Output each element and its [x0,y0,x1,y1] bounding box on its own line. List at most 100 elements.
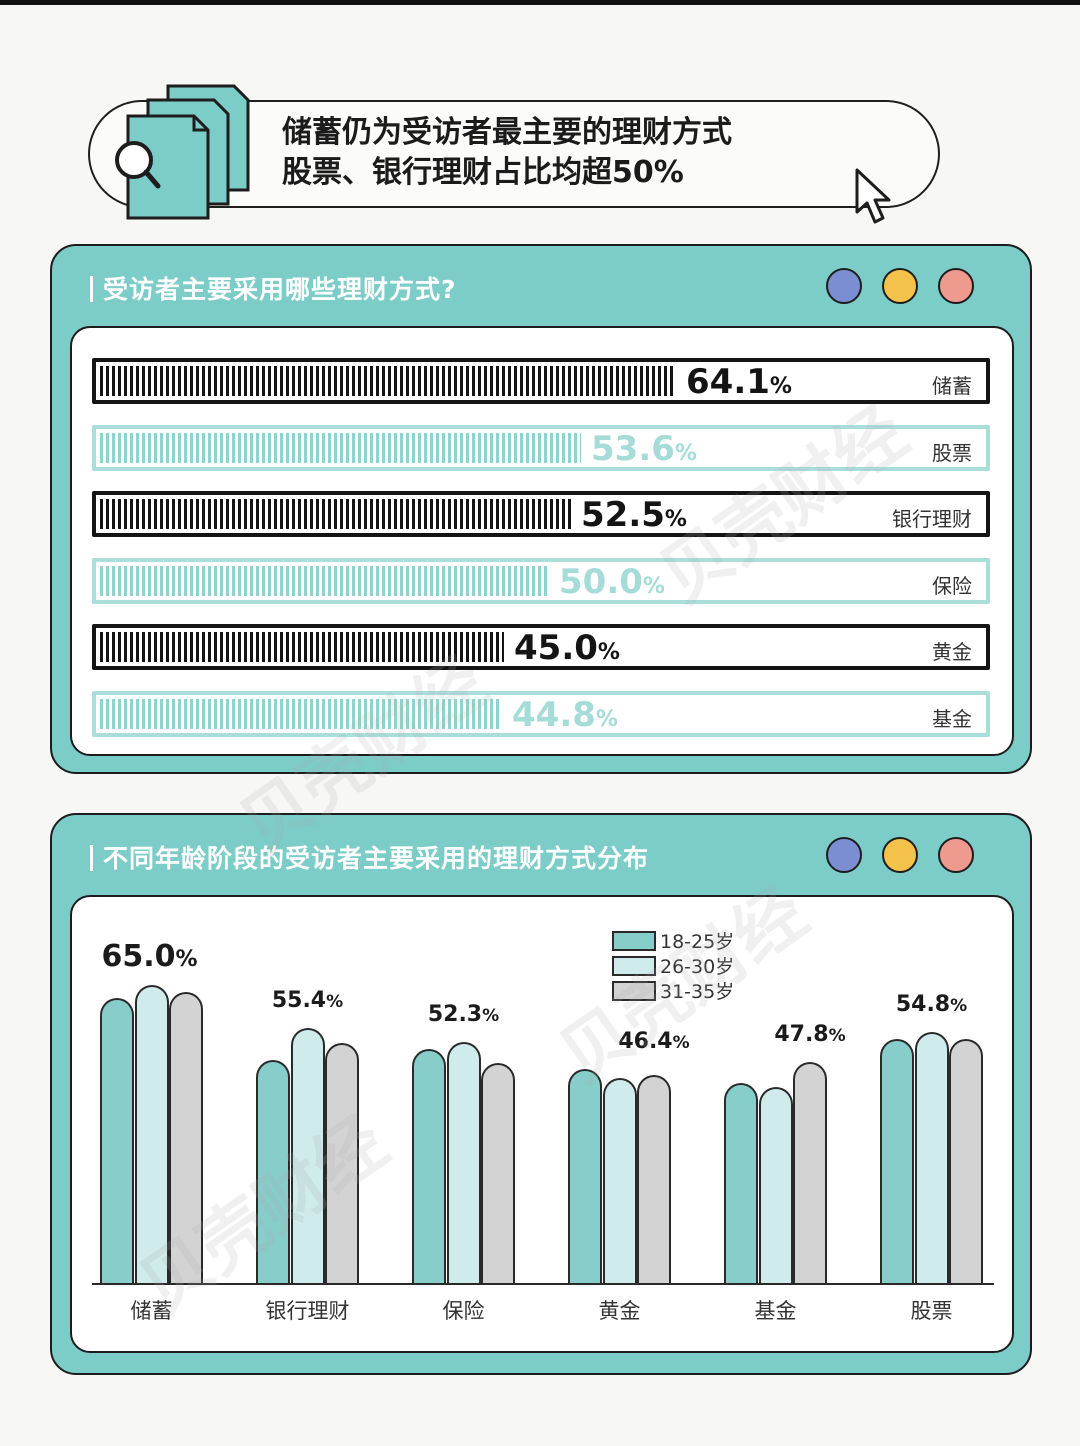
horizontal-bar-chart: 64.1% 储蓄 53.6% 股票 52.5% 银行理财 50.0% 保险 45.0% 黄金 44.… [70,326,1014,756]
column-bar [793,1062,827,1283]
column-value-number: 54.8 [895,992,951,1017]
column-value-unit: % [672,1033,690,1053]
bar-row: 53.6% 股票 [92,424,990,471]
bar-category-label: 银行理财 [892,507,972,531]
column-value-label: 52.3% [428,1002,499,1027]
column-value-unit: % [482,1006,500,1026]
bar-value-unit: % [674,440,697,466]
column-bar [637,1075,671,1283]
column-bar [412,1049,446,1283]
panel-title-text: 不同年龄阶段的受访者主要采用的理财方式分布 [103,844,650,873]
column-value-label: 46.4% [618,1029,689,1054]
window-dot-red [938,837,974,873]
document-search-icon [115,84,250,220]
bar-value-unit: % [664,507,687,532]
column-value-unit: % [828,1026,846,1046]
legend-label: 26-30岁 [660,956,735,978]
mouse-cursor-icon [855,168,891,224]
column-bar [325,1043,359,1283]
bar-value-label: 64.1% [686,364,792,405]
bar-row: 64.1% 储蓄 [92,358,990,404]
column-value-unit: % [175,947,198,972]
legend-item: 18-25岁 [612,927,734,954]
column-category-label: 保险 [442,1299,485,1323]
title-line-1: 储蓄仍为受访者最主要的理财方式 [282,115,732,150]
bar-category-label: 黄金 [932,640,972,664]
bar-category-label: 基金 [932,706,972,731]
legend-swatch [612,956,656,976]
panel-age-distribution: 不同年龄阶段的受访者主要采用的理财方式分布 65.0% 储蓄 55.4% 银行理财 52… [50,813,1032,1375]
column-value-number: 55.4 [271,988,327,1013]
panel-title: 不同年龄阶段的受访者主要采用的理财方式分布 [90,839,649,875]
bar-value-number: 44.8 [512,694,596,735]
column-value-label: 54.8% [896,992,967,1017]
legend-swatch [612,931,656,951]
column-category-label: 银行理财 [265,1299,350,1323]
bar-value-unit: % [769,374,792,399]
bar-value-unit: % [595,706,618,732]
column-bar [169,992,203,1283]
bar-value-label: 52.5% [581,497,687,538]
bar-fill [100,565,549,596]
bar-fill [100,366,676,396]
x-axis-line [92,1283,994,1285]
column-value-number: 65.0 [101,939,176,974]
bar-fill [100,432,581,463]
column-value-label: 65.0% [101,939,197,974]
title-line-2: 股票、银行理财占比均超50% [282,155,684,190]
column-bar [446,1042,481,1283]
column-bar [568,1069,602,1283]
bar-row: 44.8% 基金 [92,690,990,738]
column-bar [880,1039,914,1283]
column-value-number: 47.8 [774,1022,829,1047]
bar-row: 45.0% 黄金 [92,624,990,670]
title-accent-bar [90,276,93,302]
title-accent-bar [90,845,93,871]
column-value-label: 47.8% [774,1022,845,1047]
bar-category-label: 储蓄 [932,374,972,398]
bar-fill [100,698,502,729]
bar-value-number: 53.6 [591,428,675,469]
window-dot-yellow [882,268,918,304]
column-category-label: 股票 [910,1299,953,1323]
bar-fill [100,632,504,662]
top-edge-bar [0,0,1080,5]
window-dot-blue [826,268,862,304]
column-value-unit: % [326,992,344,1012]
legend-item: 31-35岁 [612,977,734,1004]
column-value-unit: % [950,996,968,1016]
panel-methods: 受访者主要采用哪些理财方式? 64.1% 储蓄 53.6% 股票 52.5% 银行理财 50… [50,244,1032,774]
bar-value-label: 50.0% [559,564,665,605]
column-category-label: 基金 [754,1299,797,1323]
bar-value-unit: % [597,640,620,665]
bar-row: 52.5% 银行理财 [92,491,990,537]
bar-category-label: 股票 [932,440,972,465]
bar-value-label: 45.0% [514,630,620,671]
window-dot-yellow [882,837,918,873]
legend-label: 31-35岁 [660,981,735,1003]
column-bar [100,998,134,1283]
bar-value-number: 45.0 [514,628,598,668]
column-bar [290,1028,325,1283]
window-dot-blue [826,837,862,873]
column-bar [914,1032,949,1283]
column-bar [134,985,169,1283]
column-bar [481,1063,515,1283]
bar-row: 50.0% 保险 [92,557,990,605]
bar-value-unit: % [642,573,665,599]
bar-value-label: 44.8% [512,697,618,738]
legend-label: 18-25岁 [660,931,735,953]
column-bar [949,1039,983,1283]
column-value-number: 46.4 [618,1029,673,1054]
bar-value-number: 64.1 [686,362,770,402]
panel-title-text: 受访者主要采用哪些理财方式? [103,275,457,304]
column-bar [724,1083,758,1283]
panel-title: 受访者主要采用哪些理财方式? [90,270,457,306]
bar-category-label: 保险 [932,573,972,598]
column-value-label: 55.4% [272,988,343,1013]
bar-value-number: 52.5 [581,495,665,535]
column-chart: 65.0% 储蓄 55.4% 银行理财 52.3% 保险 46.4% 黄金 47.8% 基金 54.… [70,895,1014,1353]
bar-value-number: 50.0 [559,561,643,602]
column-bar [256,1060,290,1283]
column-value-number: 52.3 [427,1002,483,1027]
